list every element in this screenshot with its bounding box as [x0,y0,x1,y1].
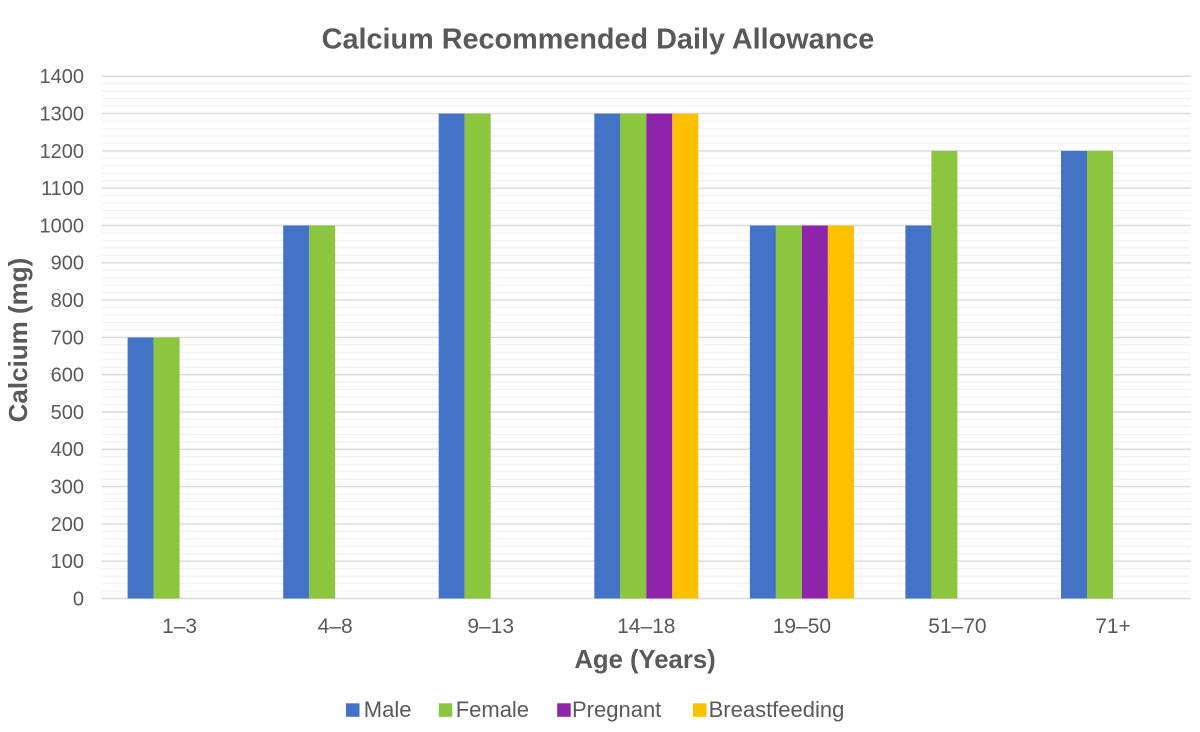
svg-text:Calcium (mg): Calcium (mg) [3,258,33,423]
svg-text:1–3: 1–3 [162,615,197,638]
svg-text:Male: Male [364,697,412,722]
svg-text:200: 200 [51,514,84,536]
svg-text:14–18: 14–18 [617,615,675,638]
svg-text:400: 400 [51,439,84,461]
svg-text:0: 0 [73,588,84,610]
svg-text:100: 100 [51,551,84,573]
svg-text:71+: 71+ [1095,615,1131,638]
svg-text:51–70: 51–70 [928,615,986,638]
svg-text:1400: 1400 [40,66,85,88]
svg-text:Female: Female [456,697,529,722]
svg-text:Pregnant: Pregnant [572,697,661,722]
svg-text:300: 300 [51,477,84,499]
svg-text:Age (Years): Age (Years) [574,646,715,674]
svg-text:4–8: 4–8 [318,615,353,638]
svg-text:1200: 1200 [40,141,85,163]
svg-text:9–13: 9–13 [467,615,514,638]
svg-text:1100: 1100 [41,178,84,200]
svg-text:Breastfeeding: Breastfeeding [709,697,845,722]
svg-text:800: 800 [51,290,84,312]
svg-text:1000: 1000 [40,215,85,237]
svg-text:600: 600 [51,365,84,387]
svg-text:19–50: 19–50 [773,615,831,638]
svg-text:900: 900 [51,253,84,275]
svg-text:500: 500 [51,402,84,424]
svg-text:700: 700 [51,327,84,349]
svg-text:1300: 1300 [40,104,85,126]
svg-text:Calcium Recommended Daily Allo: Calcium Recommended Daily Allowance [322,23,875,55]
